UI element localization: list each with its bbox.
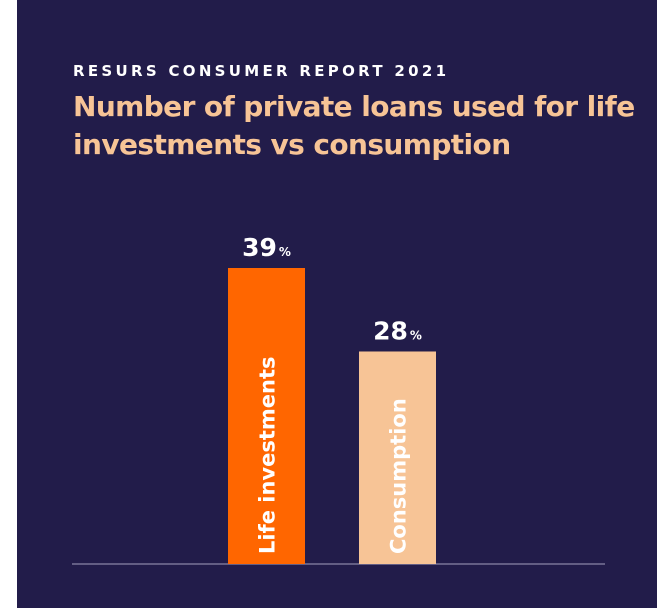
bar-chart: 39 % Life investments 28 % Consumption <box>72 233 605 565</box>
report-card: RESURS CONSUMER REPORT 2021 Number of pr… <box>17 0 657 608</box>
value-label-life-investments: 39% <box>242 233 291 262</box>
value-label-consumption: 28% <box>373 316 422 345</box>
bar-life-investments <box>228 268 305 564</box>
chart-title: Number of private loans used for life in… <box>73 90 635 161</box>
category-label-consumption: Consumption <box>387 398 411 554</box>
category-label-life-investments: Life investments <box>256 356 280 554</box>
report-kicker: RESURS CONSUMER REPORT 2021 <box>73 62 450 80</box>
bar-consumption <box>359 351 436 564</box>
